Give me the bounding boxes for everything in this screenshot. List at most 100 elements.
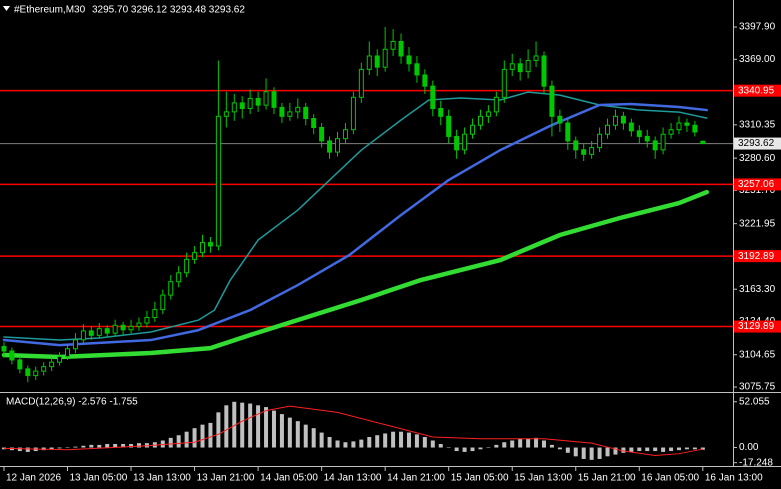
y-tick-label: 3163.30 bbox=[739, 284, 776, 295]
candle-body bbox=[660, 133, 666, 151]
candle-body bbox=[96, 328, 102, 336]
macd-bar bbox=[684, 447, 689, 450]
macd-bar bbox=[303, 424, 308, 448]
y-tick-label: 3251.70 bbox=[739, 185, 776, 196]
level-label-box bbox=[734, 250, 781, 263]
candle-body bbox=[311, 118, 317, 128]
candle-body bbox=[88, 330, 94, 336]
candle-body bbox=[350, 96, 356, 131]
candle-body bbox=[501, 68, 507, 98]
plot-layer bbox=[0, 26, 733, 460]
candle-body bbox=[144, 316, 150, 324]
signal-line bbox=[3, 405, 703, 456]
candle-body bbox=[620, 115, 626, 124]
macd-bar bbox=[653, 447, 658, 452]
macd-bar bbox=[446, 447, 451, 449]
macd-bar bbox=[343, 442, 348, 448]
macd-bar bbox=[391, 431, 396, 448]
macd-bar bbox=[692, 447, 697, 450]
moving-average bbox=[2, 102, 709, 347]
macd-bar bbox=[57, 447, 62, 449]
candle-body bbox=[509, 63, 515, 70]
candle-body bbox=[557, 115, 563, 124]
level-label: 3129.89 bbox=[738, 321, 775, 332]
candle-body bbox=[676, 122, 682, 131]
macd-bar bbox=[581, 447, 586, 459]
macd-bar bbox=[430, 440, 435, 448]
candle-body bbox=[327, 140, 333, 153]
macd-bar bbox=[478, 447, 483, 450]
candle-body bbox=[652, 140, 658, 151]
candle-body bbox=[263, 91, 269, 106]
macd-bar bbox=[184, 431, 189, 448]
macd-bar bbox=[367, 436, 372, 448]
macd-bar bbox=[541, 440, 546, 448]
level-label: 3257.06 bbox=[738, 179, 775, 190]
macd-bar bbox=[597, 447, 602, 459]
candle-body bbox=[295, 106, 301, 113]
macd-bar bbox=[208, 422, 213, 448]
macd-bar bbox=[136, 443, 141, 448]
candle-body bbox=[382, 48, 388, 68]
candle-body bbox=[335, 138, 341, 153]
macd-bar bbox=[502, 442, 507, 448]
y-tick-label: 3075.75 bbox=[739, 382, 776, 393]
x-tick-label: 16 Jan 05:00 bbox=[641, 473, 699, 484]
candle-body bbox=[454, 135, 460, 151]
y-tick-label: 3221.95 bbox=[739, 218, 776, 229]
macd-bar bbox=[65, 447, 70, 449]
candle-body bbox=[414, 63, 420, 76]
macd-bar bbox=[589, 447, 594, 460]
macd-bar bbox=[526, 438, 531, 448]
candle-body bbox=[271, 91, 277, 108]
x-tick-label: 15 Jan 21:00 bbox=[578, 473, 636, 484]
candle-body bbox=[279, 106, 285, 117]
macd-bar bbox=[264, 407, 269, 448]
y-tick-label: 3369.00 bbox=[739, 54, 776, 65]
moving-average bbox=[3, 91, 708, 341]
candle-body bbox=[192, 252, 198, 260]
macd-bar bbox=[73, 446, 78, 448]
candle-body bbox=[700, 140, 706, 145]
candle-body bbox=[541, 55, 547, 87]
macd-bar bbox=[549, 444, 554, 448]
y-tick-label: 0.00 bbox=[739, 442, 759, 453]
macd-bar bbox=[335, 440, 340, 448]
quote: 3295.70 3296.12 3293.48 3293.62 bbox=[92, 5, 245, 16]
candle-body bbox=[247, 97, 253, 109]
candle-body bbox=[573, 140, 579, 151]
candle-body bbox=[207, 242, 213, 247]
macd-bar bbox=[105, 444, 110, 448]
candle-body bbox=[80, 330, 86, 341]
candle-body bbox=[33, 370, 39, 377]
macd-bar bbox=[232, 401, 237, 448]
macd-bar bbox=[534, 437, 539, 448]
candle-body bbox=[239, 102, 245, 109]
candle-body bbox=[470, 124, 476, 135]
menu-triangle[interactable] bbox=[3, 6, 10, 11]
candle-body bbox=[342, 129, 348, 140]
macd-bar bbox=[518, 438, 523, 448]
axis-layer: 3397.90 3369.00 3310.35 3280.60 3251.70 3221.… bbox=[3, 22, 781, 484]
macd-bar bbox=[645, 447, 650, 452]
macd-bar bbox=[113, 444, 118, 448]
indicator-title: MACD(12,26,9) -2.576 -1.755 bbox=[6, 397, 138, 408]
macd-bar bbox=[462, 447, 467, 452]
macd-bar bbox=[629, 447, 634, 452]
macd-bar bbox=[494, 444, 499, 448]
candle-body bbox=[57, 356, 63, 363]
candle-body bbox=[644, 135, 650, 142]
candle-body bbox=[136, 322, 142, 327]
macd-bar bbox=[168, 437, 173, 448]
candle-body bbox=[374, 55, 380, 68]
macd-bar bbox=[637, 447, 642, 452]
candle-body bbox=[176, 272, 182, 283]
price-label-box bbox=[734, 137, 781, 150]
candle-body bbox=[525, 59, 531, 73]
candle-body bbox=[692, 124, 698, 133]
candle-body bbox=[406, 55, 412, 65]
candle-body bbox=[17, 359, 23, 370]
macd-bar bbox=[669, 447, 674, 452]
